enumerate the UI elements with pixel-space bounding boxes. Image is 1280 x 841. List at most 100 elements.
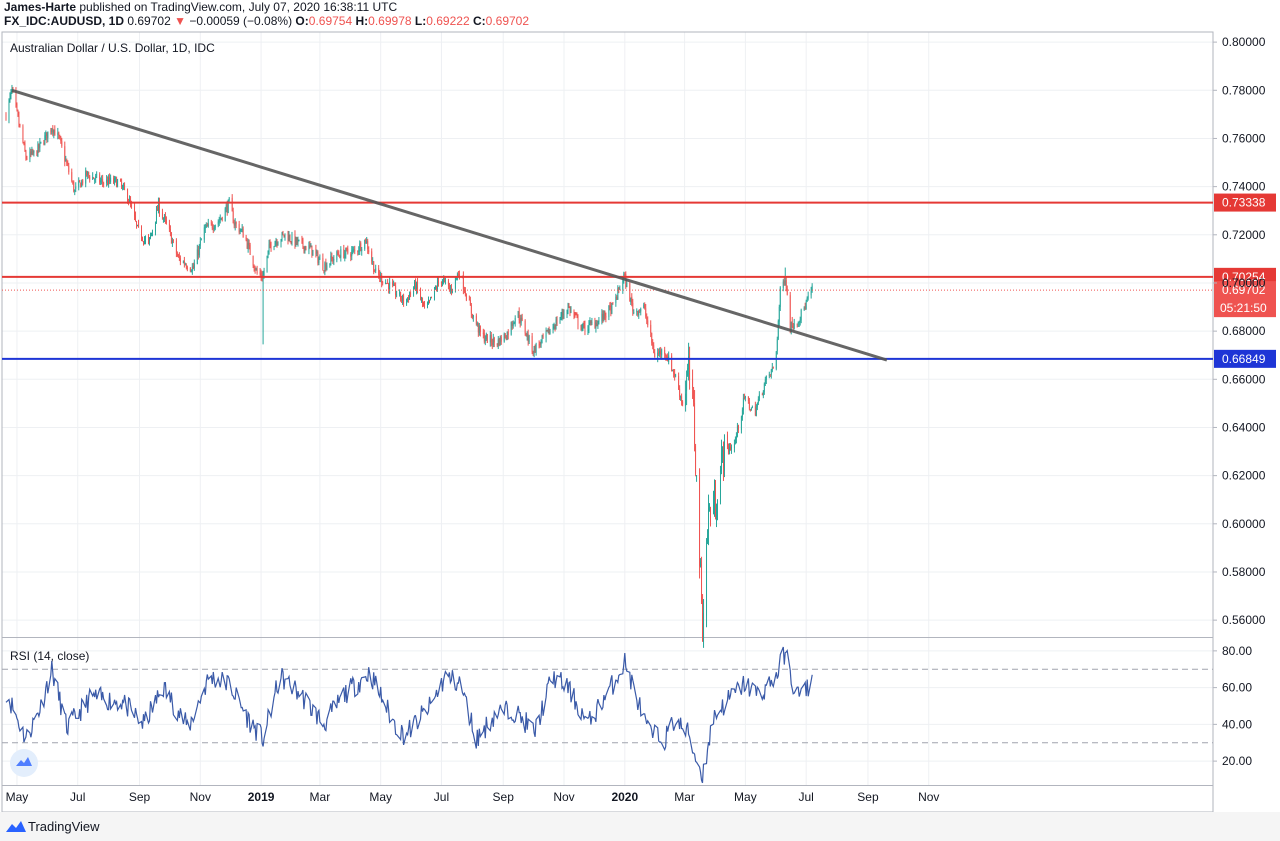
candle-body xyxy=(393,284,395,286)
candle-body xyxy=(638,310,640,316)
candle-body xyxy=(748,401,750,409)
candle-body xyxy=(332,258,334,262)
candle-body xyxy=(659,350,661,354)
candle-body xyxy=(148,237,149,242)
candle-body xyxy=(381,274,383,283)
candle-body xyxy=(206,224,208,227)
candle-body xyxy=(151,232,152,236)
candle-body xyxy=(652,342,654,346)
candle-body xyxy=(281,232,283,240)
candle-body xyxy=(308,245,310,251)
candle-body xyxy=(492,338,494,346)
author-name[interactable]: James-Harte xyxy=(4,0,77,14)
candle-body xyxy=(277,243,279,246)
candle-body xyxy=(158,200,159,212)
candle-body xyxy=(340,249,342,258)
candle-body xyxy=(603,310,605,319)
candle-body xyxy=(524,320,526,334)
candle-body xyxy=(542,334,544,338)
candle-body xyxy=(755,407,757,416)
rsi-pane xyxy=(2,646,1213,784)
candle-body xyxy=(657,352,659,358)
candle-body xyxy=(50,130,52,132)
candle-body xyxy=(149,237,150,243)
candle-body xyxy=(646,317,648,320)
candle-body xyxy=(431,296,432,298)
candle-body xyxy=(595,323,597,329)
candle-body xyxy=(430,296,431,300)
candle-body xyxy=(161,212,163,219)
candle-body xyxy=(259,272,261,274)
candle-body xyxy=(298,239,300,241)
candle-body xyxy=(548,327,550,335)
candle-body xyxy=(268,244,270,252)
level-badge-label: 0.66849 xyxy=(1222,352,1266,366)
candle-body xyxy=(15,90,17,105)
candle-body xyxy=(142,238,143,241)
candle-body xyxy=(217,221,219,225)
candle-body xyxy=(318,259,320,263)
candle-body xyxy=(722,449,723,452)
candle-body xyxy=(150,235,151,238)
candle-body xyxy=(591,322,593,324)
candle-body xyxy=(797,322,799,325)
price-tick-label: 0.58000 xyxy=(1222,565,1266,579)
candle-body xyxy=(512,323,514,327)
candle-body xyxy=(442,279,444,283)
candle-body xyxy=(422,297,423,304)
time-tick-label: Jul xyxy=(434,790,449,804)
low-value: 0.69222 xyxy=(426,14,470,28)
trend-line[interactable] xyxy=(11,88,888,362)
candle-body xyxy=(777,321,779,339)
candle-body xyxy=(539,344,541,346)
candle-body xyxy=(673,369,675,374)
candle-body xyxy=(325,262,327,270)
candle-body xyxy=(514,318,516,324)
candle-body xyxy=(385,282,387,284)
candle-body xyxy=(561,311,563,317)
candle-body xyxy=(80,182,82,188)
candle-body xyxy=(32,150,34,154)
time-tick-label: Jul xyxy=(799,790,814,804)
candle-body xyxy=(507,331,509,336)
footer-brand[interactable]: TradingView xyxy=(28,819,100,834)
candle-body xyxy=(78,180,80,188)
candle-body xyxy=(686,378,688,391)
candle-body xyxy=(702,601,703,642)
candle-body xyxy=(310,244,312,248)
candle-body xyxy=(31,150,33,155)
candle-body xyxy=(632,302,634,312)
candle-body xyxy=(806,298,808,302)
candle-body xyxy=(406,299,408,305)
candle-body xyxy=(386,283,388,284)
candle-body xyxy=(549,330,551,335)
candle-body xyxy=(435,287,436,289)
last-price-badge xyxy=(1214,281,1276,318)
candle-body xyxy=(765,376,767,380)
chart-canvas[interactable]: 0.73338 0.70254 0.66849 0.69702 05:21:50 0.8… xyxy=(0,0,1280,812)
candle-body xyxy=(785,280,787,289)
candle-body xyxy=(733,443,735,449)
candle-body xyxy=(57,132,59,135)
candle-body xyxy=(750,408,752,411)
candle-body xyxy=(360,243,362,251)
candle-body xyxy=(269,243,271,245)
candle-body xyxy=(590,321,592,323)
candle-body xyxy=(218,221,220,222)
candle-body xyxy=(700,561,701,567)
candle-body xyxy=(115,177,117,179)
tradingview-logo-icon[interactable] xyxy=(6,820,26,834)
candle-body xyxy=(30,151,32,154)
candle-body xyxy=(528,335,530,342)
candle-body xyxy=(629,283,631,302)
last-price-label: 0.69702 xyxy=(1222,283,1266,297)
candle-body xyxy=(193,263,195,269)
candle-body xyxy=(577,315,579,326)
candle-body xyxy=(423,302,424,305)
candle-body xyxy=(471,313,473,319)
candle-body xyxy=(354,250,356,251)
candle-body xyxy=(212,227,214,230)
candle-body xyxy=(681,396,683,402)
candle-body xyxy=(124,185,126,190)
candle-body xyxy=(498,338,500,346)
